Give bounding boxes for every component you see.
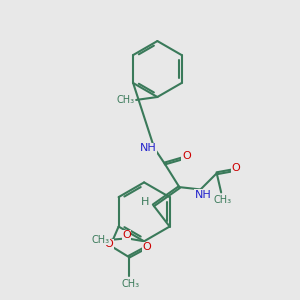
Text: O: O — [104, 239, 113, 249]
Text: CH₃: CH₃ — [91, 235, 110, 245]
Text: H: H — [141, 197, 149, 207]
Text: CH₃: CH₃ — [214, 195, 232, 205]
Text: NH: NH — [194, 190, 211, 200]
Text: NH: NH — [140, 143, 156, 153]
Text: O: O — [182, 151, 191, 161]
Text: O: O — [232, 163, 240, 173]
Text: O: O — [142, 242, 151, 252]
Text: CH₃: CH₃ — [117, 95, 135, 105]
Text: O: O — [122, 230, 131, 240]
Text: CH₃: CH₃ — [121, 279, 139, 289]
